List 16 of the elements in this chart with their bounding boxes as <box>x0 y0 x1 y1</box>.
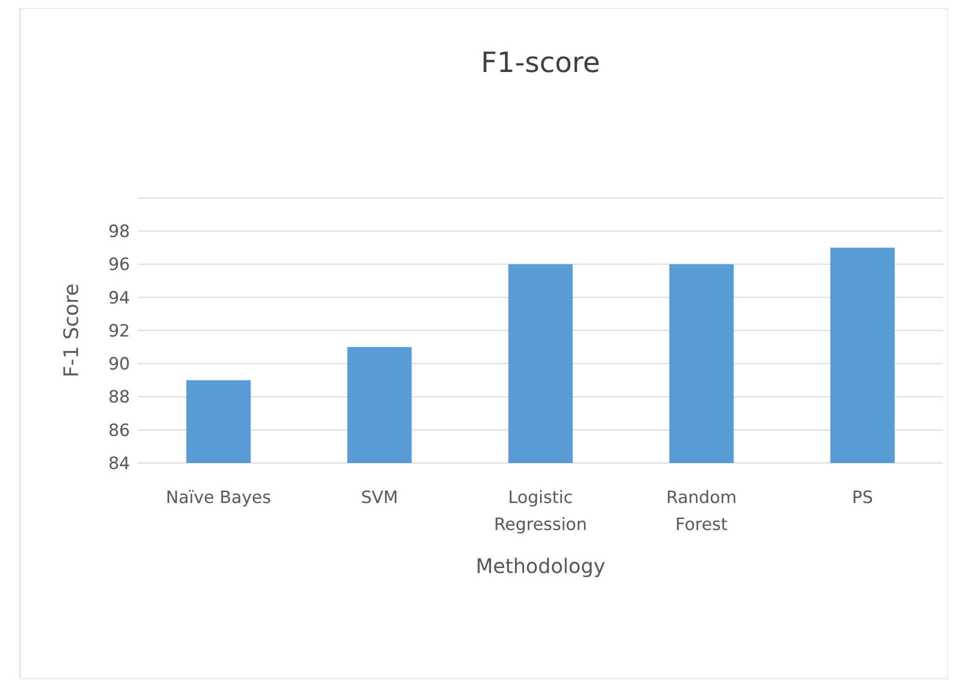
y-tick-label: 90 <box>108 354 130 375</box>
y-tick-label: 84 <box>108 454 130 474</box>
chart-title: F1-score <box>480 46 600 79</box>
x-axis-title: Methodology <box>476 554 606 578</box>
y-tick-label: 98 <box>108 222 130 242</box>
x-tick-label: Naïve Bayes <box>166 488 272 508</box>
x-tick-label: PS <box>852 488 874 508</box>
x-tick-label: SVM <box>360 488 398 508</box>
y-axis-title: F-1 Score <box>59 284 83 378</box>
y-tick-label: 94 <box>108 288 130 308</box>
y-tick-label: 92 <box>108 321 130 342</box>
y-tick-label: 96 <box>108 255 130 276</box>
x-tick-label: Random Forest <box>666 488 737 535</box>
y-tick-label: 88 <box>108 388 130 408</box>
y-tick-label: 86 <box>108 420 130 441</box>
x-tick-label: Logistic Regression <box>494 488 587 535</box>
